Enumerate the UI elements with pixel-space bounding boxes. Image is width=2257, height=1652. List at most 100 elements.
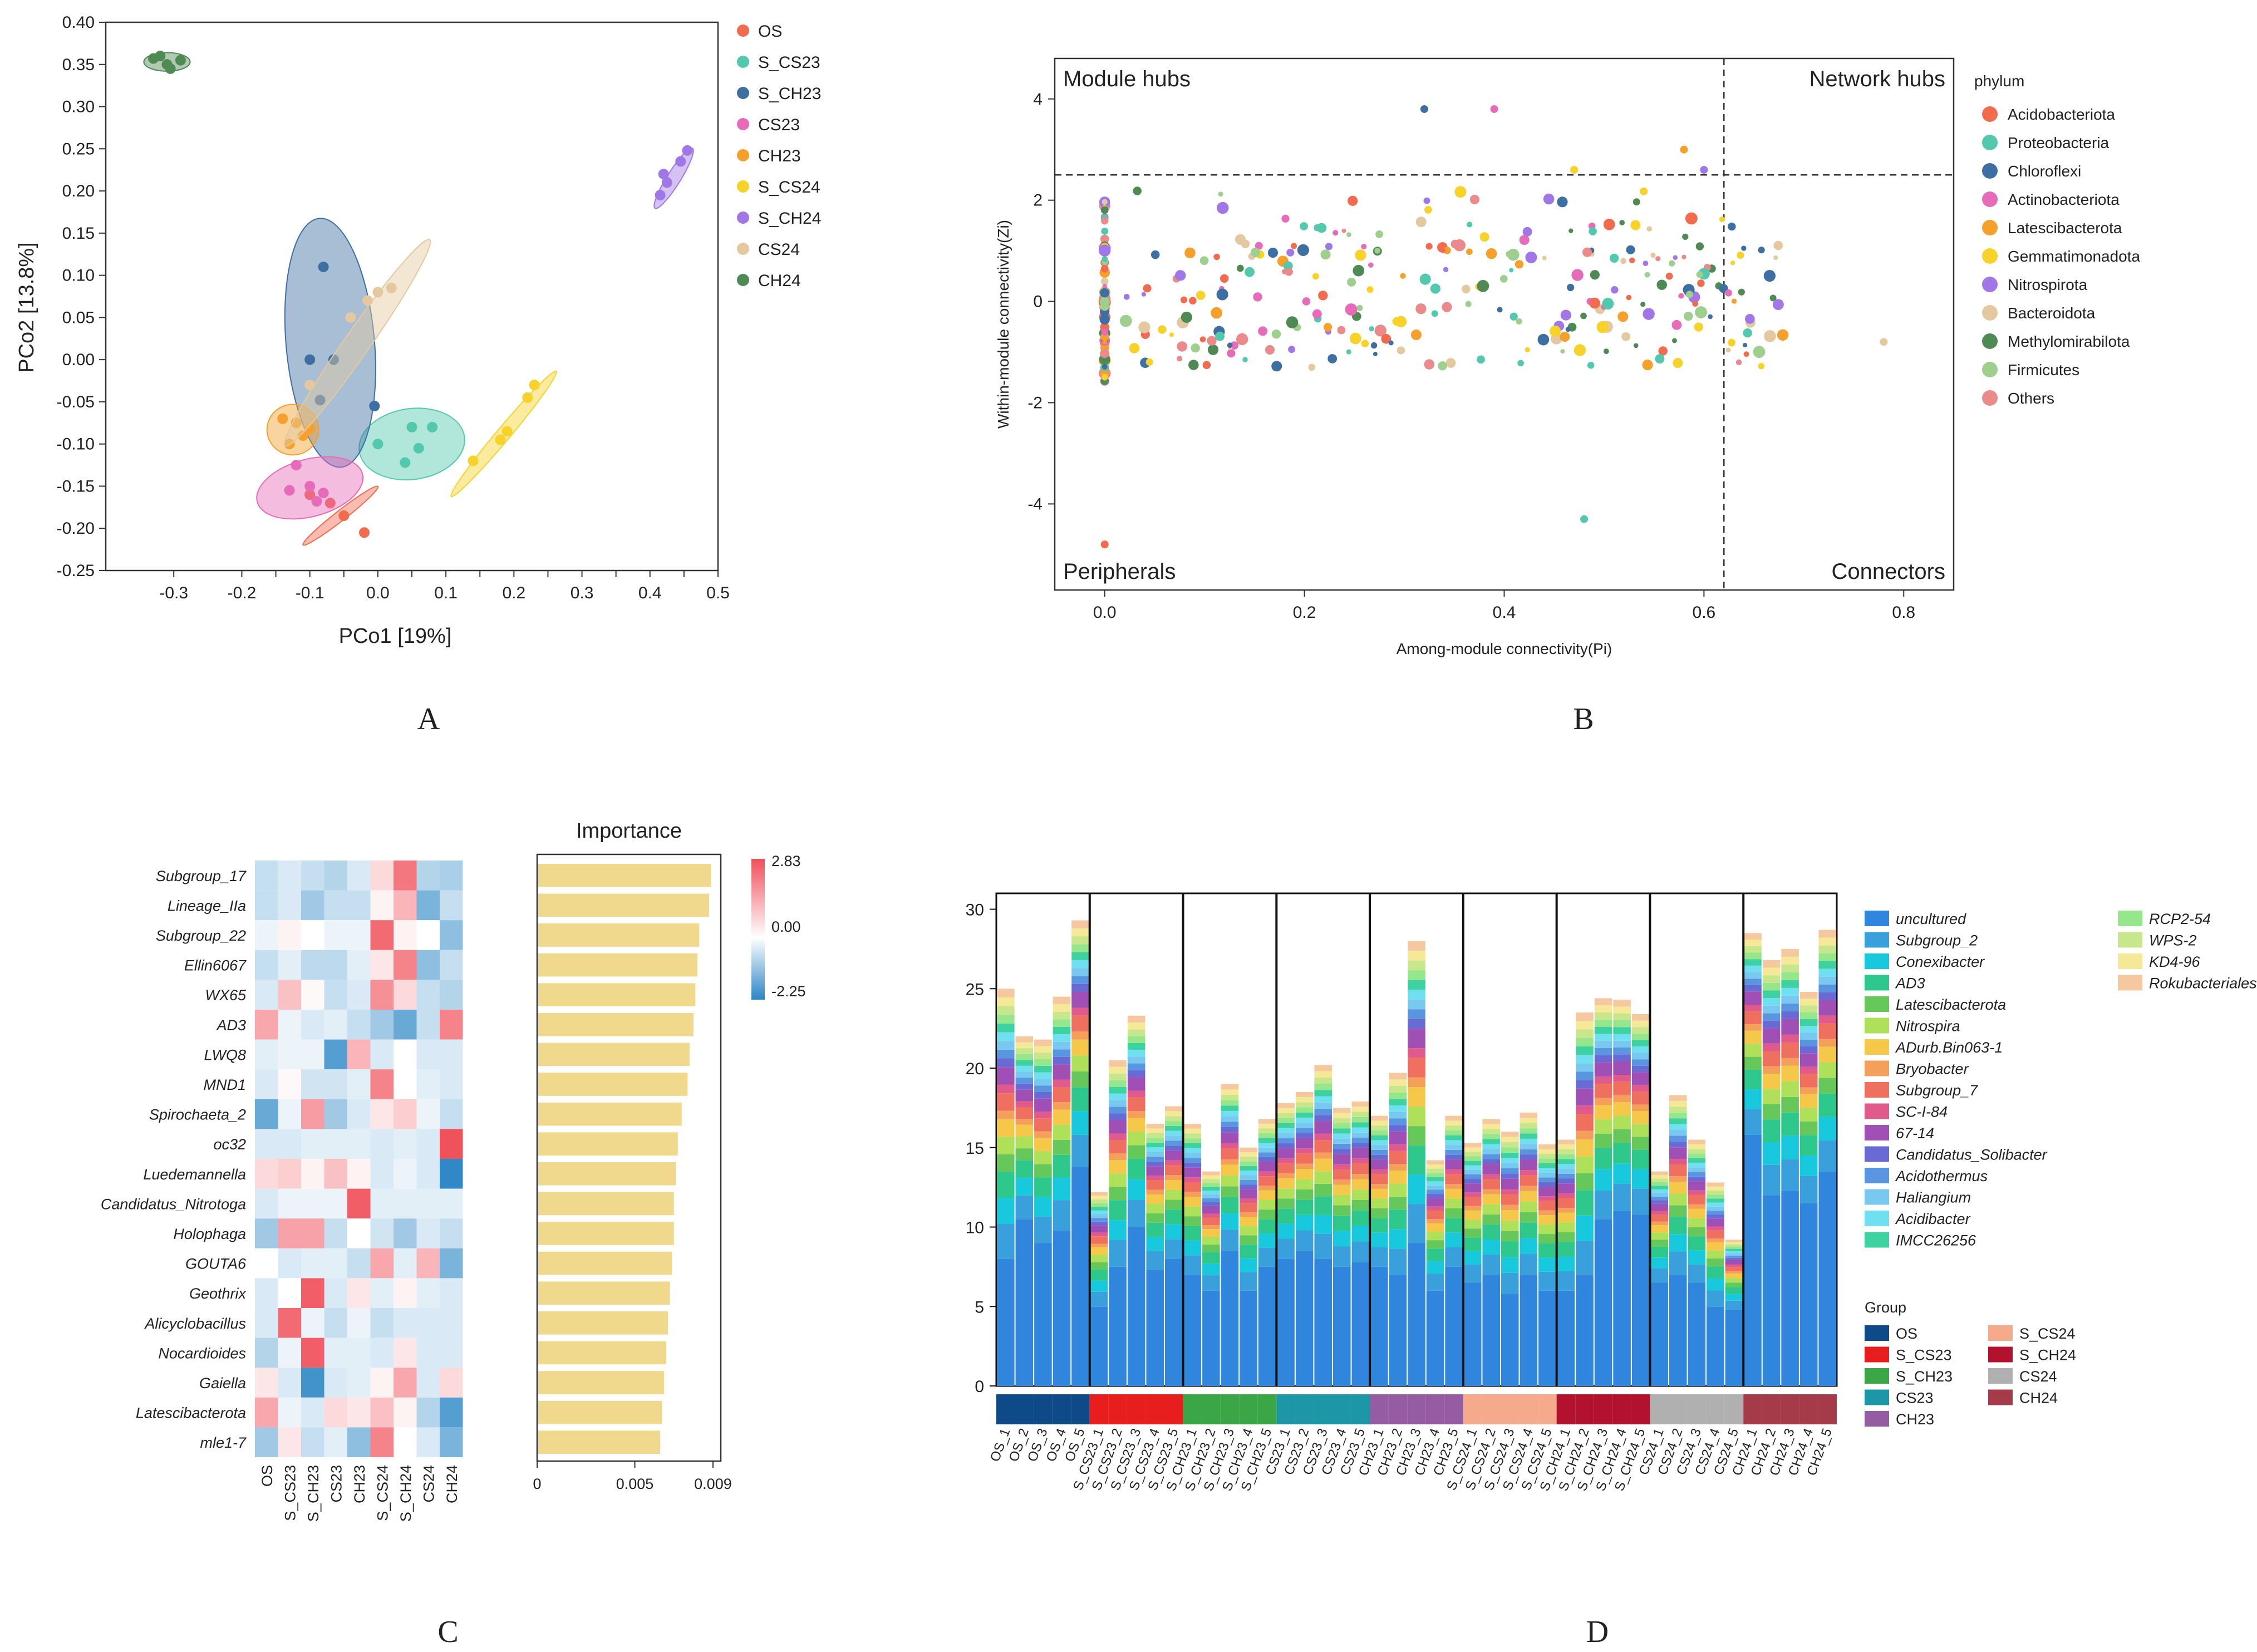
stacked-bar-segment xyxy=(997,1154,1015,1172)
stacked-bar-segment xyxy=(1240,1258,1257,1272)
stacked-bar-segment xyxy=(1090,1247,1108,1255)
pcoa-y-tick-label: 0.15 xyxy=(62,224,95,243)
stacked-bar-segment xyxy=(1501,1168,1519,1174)
stacked-bar-segment xyxy=(1127,1036,1145,1043)
quadrant-label-network-hubs: Network hubs xyxy=(1809,67,1945,91)
stacked-bar-segment xyxy=(1053,1004,1071,1012)
stacked-bar-segment xyxy=(1520,1133,1538,1139)
stacked-bar-segment xyxy=(1370,1159,1388,1169)
zipi-node-point xyxy=(1302,297,1311,306)
stacked-bar-segment xyxy=(1351,1107,1370,1112)
stacked-bar-segment xyxy=(1389,1144,1407,1151)
zipi-node-point xyxy=(1281,269,1287,274)
zipi-node-point xyxy=(1744,314,1755,324)
stacked-bar-segment xyxy=(1781,972,1799,980)
taxa-legend-label: Haliangium xyxy=(1896,1189,1971,1206)
pcoa-point xyxy=(675,156,686,167)
heatmap-cell xyxy=(370,890,394,921)
pcoa-point xyxy=(304,423,316,434)
zipi-node-point xyxy=(1138,321,1150,333)
stacked-bar-segment xyxy=(1707,1218,1724,1227)
stacked-bar-segment xyxy=(1613,1102,1631,1116)
stacked-bar-segment xyxy=(1314,1115,1332,1122)
stacked-bar-segment xyxy=(1557,1139,1575,1145)
stacked-bar-segment xyxy=(1463,1179,1482,1184)
heatmap-cell xyxy=(347,980,371,1010)
stacked-bar-segment xyxy=(1183,1240,1202,1256)
stacked-bar-segment xyxy=(1557,1168,1575,1174)
stacked-bar-segment xyxy=(1613,1143,1631,1164)
heatmap-cell xyxy=(324,1159,347,1189)
stacked-bar-segment xyxy=(1389,1275,1407,1386)
heatmap-cell xyxy=(278,890,301,921)
stacked-bar-segment xyxy=(1557,1198,1575,1208)
pcoa-legend-label: CS24 xyxy=(758,240,800,259)
zipi-node-point xyxy=(1731,298,1737,304)
stacked-bar-segment xyxy=(1071,984,1089,992)
zipi-node-point xyxy=(1467,222,1473,228)
stacked-bar-segment xyxy=(1426,1164,1444,1169)
stacked-bar-segment xyxy=(1576,1241,1594,1275)
stacked-bar-segment xyxy=(1202,1263,1220,1276)
zipi-node-point xyxy=(1725,289,1732,297)
zipi-node-point xyxy=(1737,251,1744,259)
zipi-node-point xyxy=(1763,269,1776,282)
stacked-bar-segment xyxy=(1258,1128,1276,1134)
taxa-legend-swatch xyxy=(1865,1125,1889,1140)
stacked-bar-segment xyxy=(1744,965,1762,972)
importance-bar xyxy=(538,1162,676,1186)
stacked-bar-segment xyxy=(1538,1163,1556,1168)
stacked-bar-segment xyxy=(1501,1220,1519,1231)
heatmap-cell xyxy=(394,1397,417,1428)
stacked-bar-segment xyxy=(1520,1159,1538,1171)
stacked-bar-segment xyxy=(1295,1199,1314,1215)
zipi-node-point xyxy=(1220,274,1229,283)
stacked-bar-segment xyxy=(1015,1119,1034,1125)
stacked-bar-segment xyxy=(1295,1092,1314,1098)
stacked-bar-segment xyxy=(1520,1275,1538,1386)
stacked-bar-segment xyxy=(1146,1180,1164,1190)
taxa-legend-label: ADurb.Bin063-1 xyxy=(1895,1039,2003,1056)
panel-label-d: D xyxy=(1586,1615,1609,1649)
zipi-node-point xyxy=(1568,228,1573,233)
zipi-node-point xyxy=(1490,105,1498,113)
importance-bar xyxy=(538,1371,665,1394)
stacked-bar-segment xyxy=(1071,944,1089,952)
stacked-bar-segment xyxy=(1762,1104,1781,1120)
importance-tick-label: 0.009 xyxy=(694,1476,732,1492)
stacked-bar-segment xyxy=(1127,1043,1145,1050)
group-legend-swatch xyxy=(1865,1389,1889,1405)
heatmap-cell xyxy=(347,890,371,921)
stacked-bar-segment xyxy=(1631,1149,1650,1169)
stacked-bar-segment xyxy=(1707,1198,1724,1203)
zipi-node-point xyxy=(1640,302,1646,307)
heatmap-cell xyxy=(255,861,278,891)
stacked-bar-segment xyxy=(1034,1151,1052,1164)
stacked-bar-segment xyxy=(1650,1178,1668,1182)
heatmap-cell xyxy=(301,1308,324,1338)
stacked-bar-segment xyxy=(1725,1294,1743,1301)
heatmap-row-label: Lineage_IIa xyxy=(168,897,246,914)
stacked-bar-segment xyxy=(1594,1105,1612,1120)
stacked-bar-segment xyxy=(1053,1034,1071,1042)
stacked-bar-segment xyxy=(1482,1189,1500,1194)
stacked-bar-segment xyxy=(1258,1133,1276,1138)
stacked-bar-segment xyxy=(1501,1189,1519,1194)
group-color-strip-cell xyxy=(1799,1394,1818,1424)
zipi-node-point xyxy=(1265,345,1275,355)
zipi-x-tick-label: 0.2 xyxy=(1293,603,1316,622)
stacked-bar-segment xyxy=(1314,1121,1332,1134)
stacked-bar-segment xyxy=(1277,1158,1295,1164)
heatmap-cell xyxy=(324,1427,347,1457)
zipi-node-point xyxy=(1123,293,1130,300)
stacked-bar-segment xyxy=(1445,1247,1463,1267)
zipi-node-point xyxy=(1543,193,1555,205)
group-legend-label: CH24 xyxy=(2019,1390,2058,1407)
stacked-bar-segment xyxy=(1258,1247,1276,1267)
stacked-bar-segment xyxy=(1520,1123,1538,1129)
stacked-bar-segment xyxy=(1202,1191,1220,1195)
zipi-node-point xyxy=(1425,243,1433,250)
heatmap-cell xyxy=(394,1308,417,1338)
stacked-bar-segment xyxy=(1576,1088,1594,1106)
stacked-bar-segment xyxy=(1781,1058,1799,1066)
